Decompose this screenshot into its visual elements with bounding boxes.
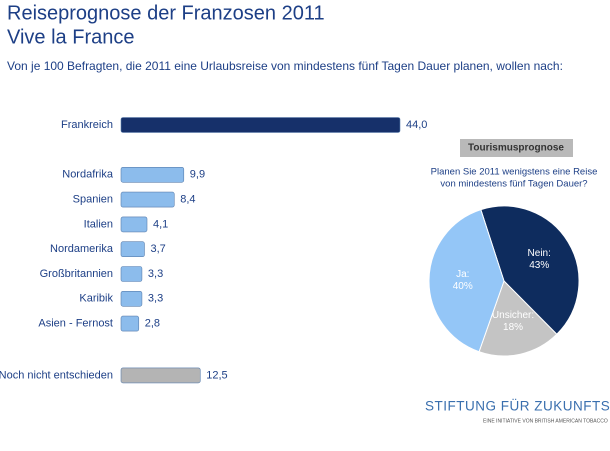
category-label: Großbritannien — [40, 268, 113, 280]
value-label: 3,7 — [150, 243, 165, 255]
slice-label: Unsicher: — [492, 310, 534, 321]
category-label: Karibik — [79, 293, 113, 305]
category-label: Noch nicht entschieden — [0, 369, 113, 381]
bar — [120, 167, 185, 183]
pie-subtitle: von mindestens fünf Tagen Dauer? — [440, 179, 587, 190]
slice-value: 43% — [529, 260, 549, 271]
footer-tagline: EINE INITIATIVE VON BRITISH AMERICAN TOB… — [483, 418, 608, 424]
value-label: 44,0 — [406, 119, 427, 131]
category-label: Italien — [84, 218, 113, 230]
pie-slice — [428, 209, 505, 353]
pie-slice — [478, 280, 558, 357]
footer-brand: STIFTUNG FÜR ZUKUNFTSFRAGEN — [425, 399, 610, 414]
slice-label: Nein: — [528, 248, 551, 259]
value-label: 12,5 — [206, 369, 227, 381]
slice-value: 40% — [453, 281, 473, 292]
bar — [120, 117, 401, 133]
bar — [120, 216, 148, 233]
pie-subtitle: Planen Sie 2011 wenigstens eine Reise — [431, 167, 598, 178]
category-label: Nordafrika — [62, 169, 114, 181]
pie-title-box — [460, 139, 573, 157]
bar — [120, 315, 140, 332]
category-label: Nordamerika — [50, 243, 114, 255]
bar — [120, 290, 143, 307]
slice-value: 18% — [503, 322, 523, 333]
value-label: 8,4 — [180, 194, 195, 206]
value-label: 2,8 — [145, 318, 160, 330]
value-label: 4,1 — [153, 218, 168, 230]
slice-label: Ja: — [456, 269, 469, 280]
title-line: Reiseprognose der Franzosen 2011 — [7, 2, 325, 24]
title-line: Vive la France — [7, 26, 134, 48]
pie-title: Tourismusprognose — [468, 143, 564, 154]
value-label: 3,3 — [148, 268, 163, 280]
value-label: 9,9 — [190, 169, 205, 181]
pie-slice — [480, 205, 580, 335]
category-label: Asien - Fernost — [38, 318, 113, 330]
category-label: Frankreich — [61, 119, 113, 131]
value-label: 3,3 — [148, 293, 163, 305]
bar — [120, 241, 145, 257]
bar — [120, 367, 201, 384]
bar — [120, 266, 143, 282]
bar — [120, 191, 175, 208]
category-label: Spanien — [73, 194, 113, 206]
subtitle: Von je 100 Befragten, die 2011 eine Urla… — [7, 59, 563, 73]
